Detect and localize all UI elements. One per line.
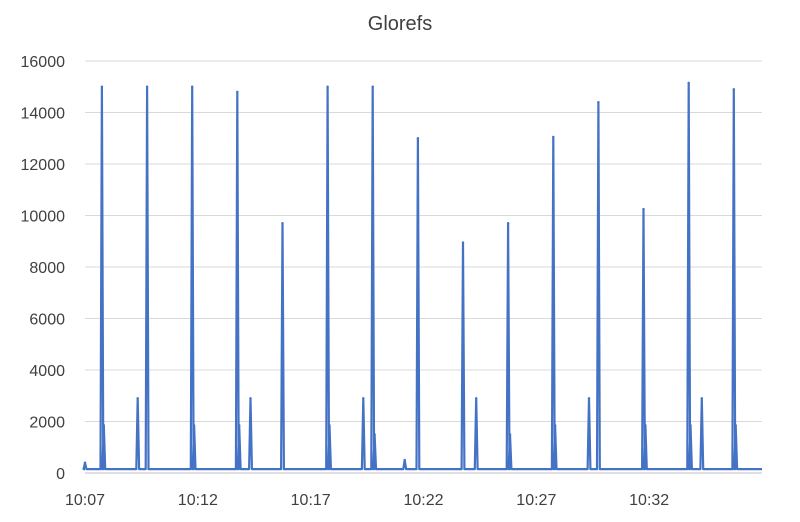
data-point <box>700 397 704 400</box>
data-point <box>236 90 239 94</box>
data-point <box>192 424 196 427</box>
x-tick-label: 10:22 <box>403 492 443 509</box>
data-point <box>642 207 645 211</box>
y-tick-label: 2000 <box>29 415 65 432</box>
data-point <box>732 88 735 91</box>
x-tick-label: 10:32 <box>629 492 669 509</box>
data-point <box>416 137 420 140</box>
y-tick-label: 12000 <box>21 157 66 174</box>
chart-title: Glorefs <box>367 13 433 35</box>
data-point <box>644 424 647 427</box>
data-point <box>145 85 149 88</box>
data-point <box>136 397 139 400</box>
data-point <box>508 433 512 436</box>
series-line <box>82 81 762 471</box>
data-point <box>461 241 465 244</box>
data-point <box>552 135 555 139</box>
data-point <box>474 397 478 400</box>
data-point <box>587 397 591 400</box>
y-tick-label: 10000 <box>21 209 66 226</box>
data-point <box>83 461 87 464</box>
data-point <box>403 458 406 462</box>
data-point <box>689 424 692 427</box>
data-point <box>687 81 690 85</box>
x-tick-label: 10:12 <box>178 492 218 509</box>
data-point <box>373 433 376 436</box>
y-axis-tick-labels: 0 2000 4000 6000 8000 10000 12000 14000 16000 <box>21 54 66 483</box>
y-tick-label: 8000 <box>29 260 65 277</box>
y-tick-label: 14000 <box>21 106 66 123</box>
data-point <box>597 101 600 104</box>
y-tick-label: 6000 <box>29 312 65 329</box>
y-tick-label: 16000 <box>21 54 66 71</box>
data-point <box>238 424 241 427</box>
x-axis-tick-labels: 10:07 10:12 10:17 10:22 10:27 10:32 <box>65 492 669 509</box>
data-point <box>734 424 737 427</box>
data-point <box>328 424 331 427</box>
data-point <box>249 397 252 400</box>
data-point <box>190 85 194 88</box>
y-tick-label: 4000 <box>29 363 65 380</box>
data-point <box>326 85 329 88</box>
series-layer <box>82 81 762 471</box>
data-point <box>281 222 284 225</box>
x-tick-label: 10:07 <box>65 492 105 509</box>
y-tick-label: 0 <box>56 466 65 483</box>
data-point <box>100 85 104 88</box>
data-point <box>102 424 106 427</box>
data-point <box>553 424 557 427</box>
x-tick-label: 10:27 <box>516 492 556 509</box>
x-tick-label: 10:17 <box>291 492 331 509</box>
gridlines <box>85 60 762 474</box>
data-point <box>362 397 365 400</box>
data-point <box>506 222 510 225</box>
data-point <box>371 85 374 88</box>
